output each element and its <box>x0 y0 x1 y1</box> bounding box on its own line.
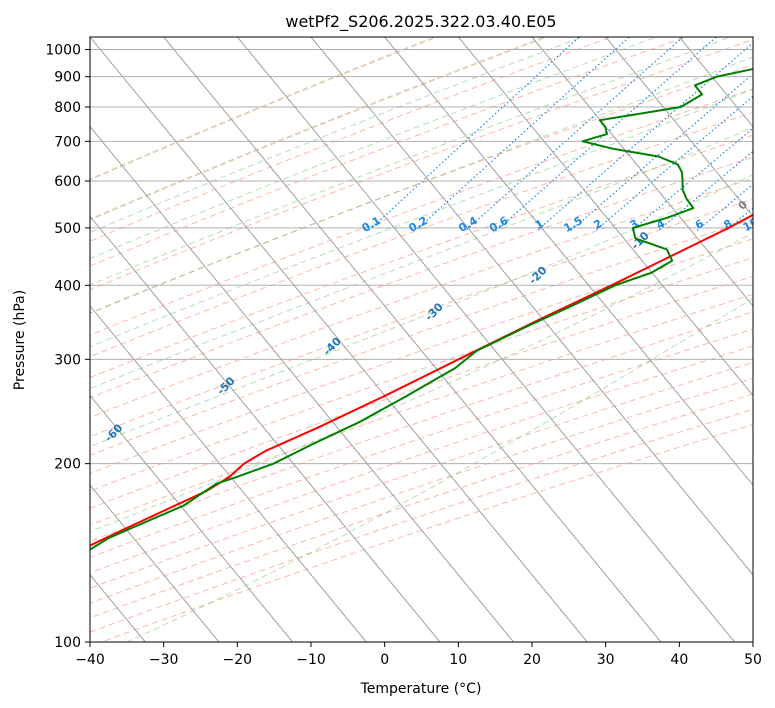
moist-adiabat-line <box>90 56 753 315</box>
dewpoint-line <box>90 67 753 551</box>
isotherm-line <box>90 125 514 642</box>
isotherm-line <box>752 37 753 38</box>
dry-adiabat-line <box>90 408 753 633</box>
moist-adiabat-line <box>90 174 753 448</box>
isotherm-line <box>236 37 735 642</box>
x-tick-label: 30 <box>597 652 615 668</box>
isotherm-label: -40 <box>321 335 344 358</box>
dry-adiabat-line <box>90 64 753 314</box>
y-tick-label: 400 <box>54 278 81 294</box>
dry-adiabat-line <box>90 377 753 604</box>
mixing-ratio-label: 0.1 <box>360 214 383 235</box>
isotherm-line <box>605 37 753 218</box>
moist-adiabat-line <box>90 126 753 390</box>
dry-adiabat-line <box>90 88 753 336</box>
dry-adiabat-line <box>90 328 753 558</box>
mixing-ratio-label: 1.5 <box>561 214 584 235</box>
y-tick-label: 700 <box>54 134 81 150</box>
dry-adiabat-line <box>90 257 753 492</box>
dry-adiabat-line <box>90 218 753 456</box>
moist-adiabat-line <box>90 232 753 533</box>
dry-adiabat-line <box>90 293 753 526</box>
y-tick-label: 800 <box>54 100 81 116</box>
dry-adiabat-line <box>90 345 753 574</box>
moist-adiabat-line <box>90 88 753 348</box>
isotherm-line <box>90 394 293 642</box>
x-tick-label: 50 <box>744 652 762 668</box>
dry-adiabat-line <box>90 361 753 589</box>
isotherm-line <box>90 215 441 642</box>
x-tick-label: 0 <box>380 652 389 668</box>
mixing-ratio-line <box>631 127 753 231</box>
isotherm-label: -50 <box>214 374 237 397</box>
dry-adiabat-line <box>90 393 753 619</box>
x-tick-label: −30 <box>149 652 179 668</box>
isotherm-line <box>90 305 367 642</box>
y-tick-label: 200 <box>54 457 81 473</box>
x-axis-title: Temperature (°C) <box>360 681 482 697</box>
mixing-ratio-line <box>696 183 753 231</box>
isotherm-label: -70 <box>0 476 7 499</box>
moist-adiabat-line <box>90 37 732 286</box>
isotherm-line <box>163 37 662 642</box>
mixing-ratio-line <box>496 37 718 231</box>
hydrolapse-line <box>90 37 549 221</box>
dry-adiabat-line <box>90 198 753 438</box>
isotherm-line <box>90 37 588 642</box>
dry-adiabat-line <box>90 275 753 509</box>
isotherm-line <box>678 37 753 128</box>
mixing-ratio-line <box>570 73 753 231</box>
isotherm-label: -20 <box>526 264 549 287</box>
x-tick-label: 20 <box>523 652 541 668</box>
moist-adiabat-line <box>90 37 585 234</box>
hydrolapse-line <box>90 37 439 181</box>
chart-title: wetPf2_S206.2025.322.03.40.E05 <box>285 12 556 32</box>
isotherm-line <box>310 37 753 576</box>
mixing-ratio-label: 0.6 <box>487 214 511 235</box>
y-tick-label: 900 <box>54 70 81 86</box>
x-tick-label: 10 <box>449 652 467 668</box>
x-tick-label: −40 <box>75 652 105 668</box>
dry-adiabat-line <box>90 134 753 379</box>
isotherm-line <box>457 37 753 397</box>
y-tick-label: 500 <box>54 221 81 237</box>
mixing-ratio-line <box>536 42 753 231</box>
mixing-ratio-line <box>725 207 753 231</box>
mixing-ratio-label: 10 <box>741 215 761 234</box>
plot-frame <box>89 36 754 643</box>
mixing-ratio-line <box>658 150 753 231</box>
dry-adiabat-line <box>90 238 753 474</box>
mixing-ratio-label: 0.4 <box>456 214 480 235</box>
isotherm-line <box>0 37 72 642</box>
y-tick-label: 600 <box>54 174 81 190</box>
dry-adiabat-line <box>90 177 753 419</box>
x-tick-label: 40 <box>670 652 688 668</box>
x-tick-label: −20 <box>223 652 253 668</box>
x-tick-label: −10 <box>296 652 326 668</box>
dry-adiabat-line <box>90 156 753 399</box>
isotherm-line <box>531 37 753 307</box>
y-tick-label: 1000 <box>45 43 81 59</box>
y-tick-label: 300 <box>54 352 81 368</box>
isotherm-label: -60 <box>102 421 125 444</box>
mixing-ratio-label: 1 <box>533 217 546 232</box>
mixing-ratio-line <box>748 225 753 231</box>
isotherm-label: -30 <box>423 300 446 323</box>
isotherm-line <box>90 484 220 642</box>
dry-adiabat-line <box>90 37 613 242</box>
isotherm-line <box>384 37 753 486</box>
dry-adiabat-line <box>90 111 753 358</box>
y-tick-label: 100 <box>54 635 81 651</box>
dry-adiabat-line <box>90 311 753 542</box>
mixing-ratio-label: 0.2 <box>406 214 429 235</box>
mixing-ratio-line <box>415 37 631 231</box>
y-axis-title: Pressure (hPa) <box>12 290 28 390</box>
temperature-line <box>90 213 753 547</box>
mixing-ratio-label: 13 <box>768 215 775 234</box>
